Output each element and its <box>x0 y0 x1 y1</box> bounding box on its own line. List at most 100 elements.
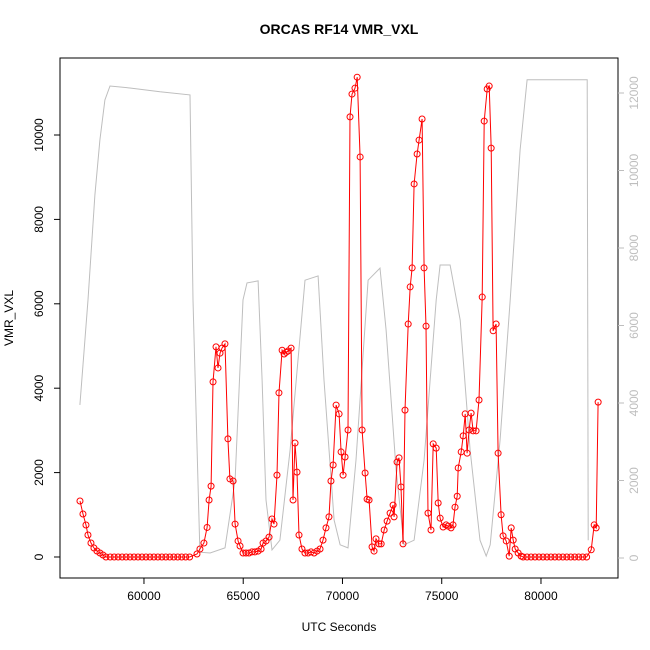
data-point <box>587 546 595 554</box>
data-point <box>418 115 426 123</box>
data-point <box>375 540 383 548</box>
data-point <box>547 553 555 561</box>
data-point <box>383 517 391 525</box>
data-point <box>289 496 297 504</box>
data-point <box>114 553 122 561</box>
data-point <box>126 553 134 561</box>
data-point <box>410 180 418 188</box>
data-point <box>535 553 543 561</box>
data-point <box>475 396 483 404</box>
data-point <box>370 547 378 555</box>
data-point <box>454 464 462 472</box>
y-axis-label: VMR_VXL <box>2 290 16 346</box>
data-point <box>563 553 571 561</box>
data-point <box>390 513 398 521</box>
data-point <box>196 545 204 553</box>
data-point <box>325 513 333 521</box>
y-tick-label: 0 <box>32 553 46 560</box>
series-line <box>79 79 589 558</box>
data-point <box>487 144 495 152</box>
data-point <box>408 264 416 272</box>
data-point <box>178 553 186 561</box>
y-tick-label: 2000 <box>32 459 46 486</box>
data-point <box>395 454 403 462</box>
data-point <box>335 410 343 418</box>
x-tick-label: 75000 <box>425 589 459 603</box>
data-point <box>170 553 178 561</box>
data-point <box>432 444 440 452</box>
y2-tick-label: 10000 <box>627 153 641 187</box>
data-point <box>351 84 359 92</box>
data-point <box>348 90 356 98</box>
data-point <box>327 477 335 485</box>
data-point <box>138 553 146 561</box>
data-point <box>583 553 591 561</box>
data-point <box>377 540 385 548</box>
data-point <box>87 539 95 547</box>
data-point <box>571 553 579 561</box>
data-point <box>523 553 531 561</box>
data-point <box>182 553 190 561</box>
y-tick-label: 10000 <box>32 118 46 152</box>
data-point <box>397 483 405 491</box>
data-point <box>356 153 364 161</box>
data-point <box>420 264 428 272</box>
data-point <box>465 426 473 434</box>
data-point <box>322 524 330 532</box>
y2-tick-label: 2000 <box>627 467 641 494</box>
x-tick-label: 80000 <box>524 589 558 603</box>
data-point <box>236 542 244 550</box>
data-point <box>555 553 563 561</box>
data-point <box>319 536 327 544</box>
y2-tick-label: 8000 <box>627 234 641 261</box>
data-point <box>459 432 467 440</box>
data-point <box>231 520 239 528</box>
data-point <box>130 553 138 561</box>
data-point <box>393 458 401 466</box>
data-point <box>489 327 497 335</box>
data-point <box>193 550 201 558</box>
data-point <box>451 503 459 511</box>
data-point <box>551 553 559 561</box>
chart-title: ORCAS RF14 VMR_VXL <box>260 21 419 37</box>
plot-frame <box>59 57 619 579</box>
data-point <box>79 510 87 518</box>
y2-tick-label: 4000 <box>627 389 641 416</box>
data-point <box>273 471 281 479</box>
data-point <box>531 553 539 561</box>
data-point <box>368 543 376 551</box>
data-point <box>134 553 142 561</box>
data-point <box>386 509 394 517</box>
data-point <box>502 537 510 545</box>
data-point <box>358 426 366 434</box>
data-point <box>84 531 92 539</box>
data-point <box>332 401 340 409</box>
data-point <box>442 521 450 529</box>
data-point <box>224 435 232 443</box>
data-point <box>146 553 154 561</box>
data-point <box>499 532 507 540</box>
data-point <box>118 553 126 561</box>
data-point <box>467 409 475 417</box>
x-axis-label: UTC Seconds <box>302 620 377 634</box>
data-point <box>453 492 461 500</box>
data-point <box>401 406 409 414</box>
data-point <box>221 340 229 348</box>
data-point <box>361 469 369 477</box>
data-point <box>497 511 505 519</box>
data-point <box>186 553 194 561</box>
x-tick-label: 65000 <box>227 589 261 603</box>
data-point <box>485 82 493 90</box>
data-point <box>380 526 388 534</box>
data-point <box>110 553 118 561</box>
data-point <box>415 136 423 144</box>
data-point <box>478 293 486 301</box>
data-point <box>142 553 150 561</box>
y2-tick-label: 12000 <box>627 76 641 110</box>
data-point <box>424 509 432 517</box>
data-point <box>82 521 90 529</box>
data-point <box>519 553 527 561</box>
data-point <box>150 553 158 561</box>
